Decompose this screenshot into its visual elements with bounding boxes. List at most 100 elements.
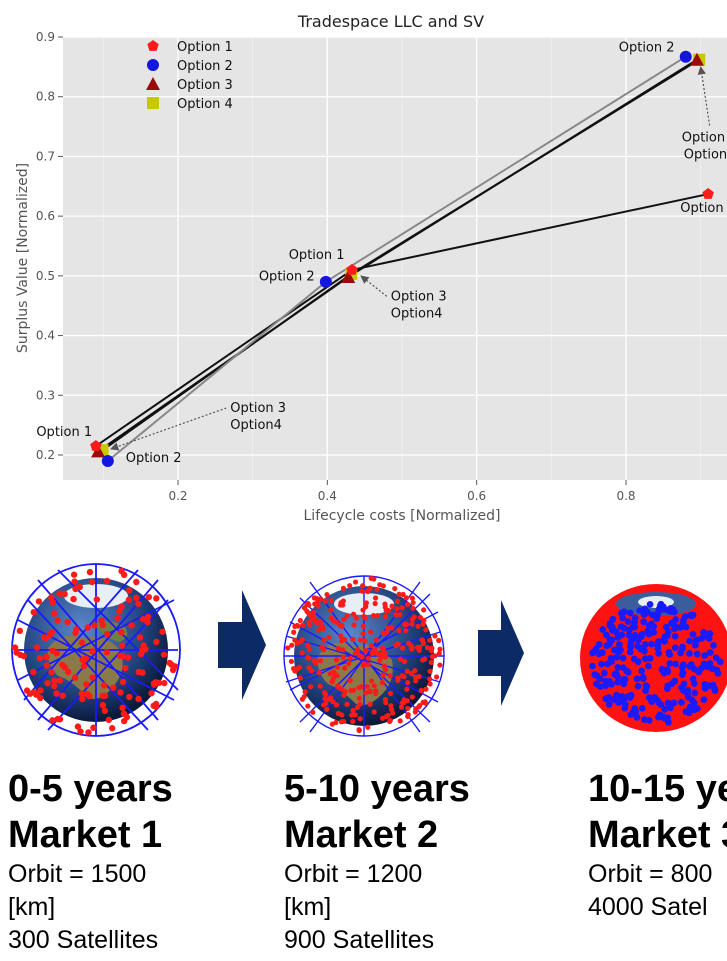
satellite-dot [16,627,24,635]
satellite-dot [645,694,653,702]
satellite-dot [383,700,389,706]
satellite-dot [624,618,632,625]
satellite-dot [309,616,315,622]
satellite-dot [666,660,674,667]
y-tick-label: 0.6 [36,209,55,223]
satellite-dot [589,662,596,670]
y-tick-label: 0.4 [36,329,55,343]
satellite-dot [437,646,443,652]
satellite-dot [73,626,80,633]
satellite-dot [335,645,342,651]
satellite-dot [307,622,313,628]
satellite-dot [659,713,667,721]
satellite-dot [99,701,107,709]
satellite-dot [422,656,428,662]
satellite-dot [615,641,623,648]
satellite-dot [399,605,405,611]
option-marker [101,454,114,467]
satellite-dot [89,648,96,655]
satellite-dot [122,664,129,672]
satellite-dot [150,680,158,687]
satellite-dot [620,677,628,684]
satellite-dot [409,595,415,601]
satellite-dot [664,628,672,636]
satellite-dot [626,694,634,701]
satellite-dot [631,614,639,622]
market-satellites: 4000 Satel [588,893,708,921]
satellite-dot [705,682,713,690]
satellite-dot [400,591,406,598]
satellite-dot [665,718,672,726]
satellite-dot [397,718,403,724]
satellite-dot [654,638,662,646]
satellite-dot [368,575,374,581]
satellite-dot [43,662,51,669]
satellite-dot [606,636,614,643]
satellite-dot [306,665,312,671]
market-name: Market 1 [8,814,163,856]
annotation: Option 3 Option4 [110,401,286,451]
satellite-dot [596,683,604,691]
satellite-dot [77,728,84,735]
satellite-dot [350,718,356,725]
satellite-dot [36,655,44,662]
satellite-dot [409,646,415,652]
satellite-dot [322,691,329,698]
satellite-dot [654,644,662,652]
satellite-dot [379,715,386,721]
legend-marker [147,97,159,109]
satellite-dot [658,665,666,673]
satellite-dot [341,692,347,698]
satellite-dot [383,654,389,660]
satellite-dot [302,689,308,695]
satellite-dot [356,695,362,702]
satellite-dot [368,678,375,684]
satellite-dot [159,628,166,635]
satellite-dot [363,690,369,696]
satellite-dot [80,656,88,664]
satellite-dot [160,651,168,658]
satellite-dot [620,624,628,632]
market-orbit: Orbit = 1500 [8,860,147,888]
satellite-dot [365,655,371,661]
satellite-dot [328,607,334,613]
satellite-dot [37,687,44,694]
satellite-dot [670,699,678,707]
satellite-dot [401,673,407,680]
satellite-dot [161,679,168,687]
satellite-dot [427,668,433,674]
y-axis-label: Surplus Value [Normalized] [15,163,31,353]
satellite-dot [306,655,312,661]
satellite-dot [71,578,78,585]
annotation-label: Option 2 [126,451,182,466]
satellite-dot [118,567,125,575]
satellite-dot [613,673,621,680]
satellite-dot [639,673,647,681]
satellite-dot [119,678,127,686]
satellite-dot [305,703,311,709]
satellite-dot [641,655,649,663]
satellite-dot [640,611,648,619]
satellite-dot [362,648,369,654]
option-marker [346,263,358,275]
satellite-dot [370,613,377,619]
satellite-dot [613,653,621,661]
satellite-dot [404,698,410,704]
satellite-dot [379,652,385,658]
satellite-dot [340,654,346,660]
satellite-dot [678,698,685,706]
satellite-dot [427,681,433,687]
satellite-dot [387,690,394,697]
satellite-dot [405,705,411,711]
legend-marker [147,59,159,71]
satellite-dot [701,652,709,659]
satellite-dot [436,650,442,657]
satellite-dot [359,588,365,594]
option-marker [319,275,332,288]
option-marker [91,444,106,458]
satellite-dot [365,724,371,730]
satellite-dot [619,614,627,622]
satellite-dot [30,668,37,676]
satellite-dot [98,617,105,624]
satellite-dot [667,608,674,615]
